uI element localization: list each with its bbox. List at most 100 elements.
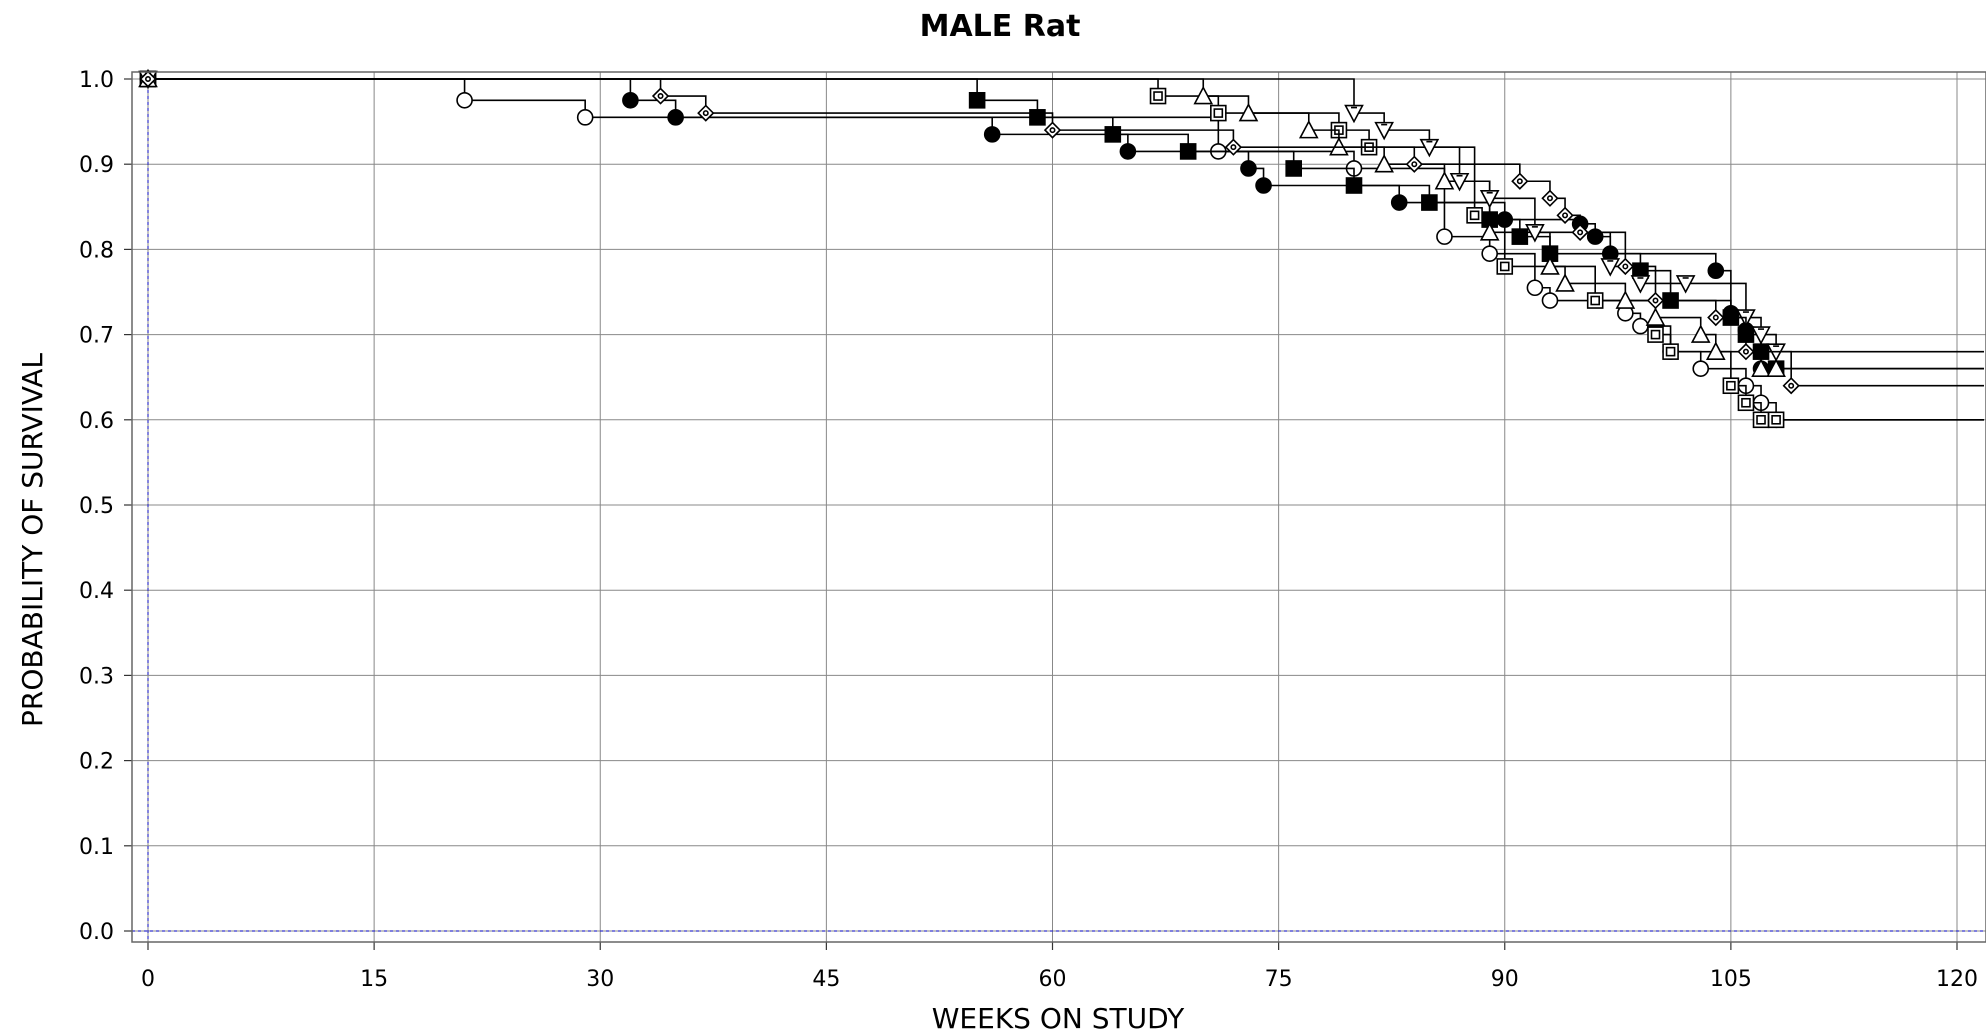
diamond-outer bbox=[1556, 206, 1574, 224]
series-step-line bbox=[148, 78, 1984, 370]
data-point-square-filled bbox=[1511, 228, 1529, 245]
data-point-triangle-down bbox=[1675, 275, 1696, 294]
data-point-triangle-up bbox=[1479, 222, 1500, 241]
data-point-triangle-up bbox=[1766, 358, 1786, 377]
data-point-triangle-up bbox=[1193, 85, 1214, 105]
data-point-diamond bbox=[1571, 223, 1589, 241]
square-outer bbox=[1737, 394, 1755, 412]
square-outer bbox=[1752, 411, 1770, 429]
tick-labels: 0 15 30 45 60 75 90 105 120 0.0 0.1 0.2 0.3 0.4 0.5 0.6… bbox=[79, 68, 1978, 992]
data-point-triangle-up bbox=[1540, 256, 1560, 275]
diamond-outer bbox=[1616, 257, 1634, 276]
data-point-square-open bbox=[1752, 411, 1770, 429]
square-inner bbox=[1741, 397, 1751, 408]
data-point-square-filled bbox=[968, 92, 986, 109]
diamond-inner bbox=[1788, 382, 1795, 389]
data-point-circle-filled bbox=[1255, 177, 1272, 194]
diamond-inner bbox=[1622, 263, 1629, 270]
square-inner bbox=[1726, 380, 1736, 391]
y-tick-label: 0.7 bbox=[79, 324, 114, 349]
diamond-inner bbox=[1652, 297, 1659, 304]
diamond-outer bbox=[651, 87, 670, 105]
y-axis-label: PROBABILITY OF SURVIVAL bbox=[16, 353, 49, 727]
data-point-diamond bbox=[1782, 377, 1800, 395]
data-point-square-open bbox=[1737, 394, 1755, 412]
x-axis-label: WEEKS ON STUDY bbox=[932, 1002, 1185, 1035]
data-point-circle-filled bbox=[667, 109, 684, 126]
diamond-inner bbox=[1516, 178, 1523, 185]
data-point-diamond bbox=[1511, 172, 1529, 190]
square-outer bbox=[1466, 207, 1483, 224]
data-point-circle-filled bbox=[983, 126, 1001, 143]
y-tick-label: 1.0 bbox=[79, 68, 114, 93]
data-point-triangle-up bbox=[1238, 102, 1259, 122]
x-tick-label: 105 bbox=[1710, 967, 1752, 992]
data-point-diamond bbox=[1646, 291, 1665, 310]
data-point-diamond bbox=[139, 70, 157, 88]
x-tick-label: 60 bbox=[1039, 967, 1067, 992]
data-point-square-filled bbox=[1285, 160, 1302, 177]
square-inner bbox=[1469, 210, 1480, 221]
triangle-outer bbox=[1374, 121, 1394, 141]
data-point-diamond bbox=[651, 87, 670, 105]
diamond-inner bbox=[1577, 229, 1584, 236]
y-tick-label: 0.3 bbox=[79, 664, 114, 689]
diamond-outer bbox=[1541, 189, 1559, 207]
triangle-outer bbox=[1600, 258, 1621, 277]
x-tick-label: 0 bbox=[141, 967, 155, 992]
square-inner bbox=[1771, 414, 1781, 425]
diamond-outer bbox=[1707, 308, 1725, 327]
diamond-inner bbox=[1049, 127, 1056, 134]
data-point-diamond bbox=[1043, 121, 1062, 139]
data-point-diamond bbox=[1616, 257, 1634, 276]
triangle-outer bbox=[1449, 172, 1470, 192]
data-point-circle-open bbox=[576, 109, 594, 126]
data-point-diamond bbox=[1541, 189, 1559, 207]
y-tick-label: 0.4 bbox=[79, 579, 114, 604]
square-outer bbox=[1722, 377, 1740, 395]
x-tick-label: 90 bbox=[1491, 967, 1519, 992]
series-step-line bbox=[148, 78, 1984, 353]
data-point-circle-filled bbox=[1390, 194, 1408, 211]
chart-title: MALE Rat bbox=[920, 9, 1081, 44]
square-outer bbox=[1496, 258, 1514, 275]
y-tick-label: 0.6 bbox=[79, 409, 114, 434]
diamond-inner bbox=[1712, 314, 1719, 321]
data-point-square-open bbox=[1647, 326, 1664, 343]
diamond-outer bbox=[1511, 172, 1529, 190]
series-diamond bbox=[139, 70, 1984, 395]
data-point-triangle-down bbox=[1419, 138, 1440, 158]
data-point-square-filled bbox=[1104, 126, 1122, 143]
data-point-diamond bbox=[1737, 343, 1755, 361]
series-square-filled bbox=[139, 70, 1984, 377]
square-outer bbox=[1647, 326, 1664, 343]
square-inner bbox=[1213, 108, 1224, 118]
data-point-circle-filled bbox=[1119, 143, 1137, 160]
data-point-circle-filled bbox=[1707, 262, 1725, 280]
diamond-inner bbox=[1546, 195, 1553, 202]
data-point-triangle-up bbox=[1615, 290, 1636, 309]
triangle-outer bbox=[1675, 275, 1696, 294]
data-point-triangle-down bbox=[1374, 121, 1394, 141]
data-point-square-open bbox=[1722, 377, 1740, 395]
data-point-diamond bbox=[1405, 155, 1423, 173]
data-point-circle-open bbox=[1526, 279, 1544, 297]
diamond-outer bbox=[1224, 138, 1243, 156]
y-tick-label: 0.0 bbox=[79, 920, 114, 945]
square-outer bbox=[1586, 292, 1604, 309]
diamond-inner bbox=[702, 110, 709, 117]
diamond-inner bbox=[657, 93, 664, 100]
data-point-circle-open bbox=[1481, 245, 1498, 262]
data-point-triangle-up bbox=[1555, 273, 1575, 292]
data-point-diamond bbox=[1224, 138, 1243, 156]
data-point-square-filled bbox=[1179, 143, 1197, 160]
series-triangle-up bbox=[138, 68, 1984, 377]
diamond-outer bbox=[1646, 291, 1665, 310]
triangle-outer bbox=[1630, 275, 1651, 294]
diamond-outer bbox=[1043, 121, 1062, 139]
data-point-square-open bbox=[1149, 87, 1167, 105]
data-point-square-open bbox=[1210, 104, 1227, 122]
series-layer bbox=[138, 68, 1984, 429]
grid bbox=[132, 72, 1986, 942]
square-outer bbox=[1210, 104, 1227, 122]
